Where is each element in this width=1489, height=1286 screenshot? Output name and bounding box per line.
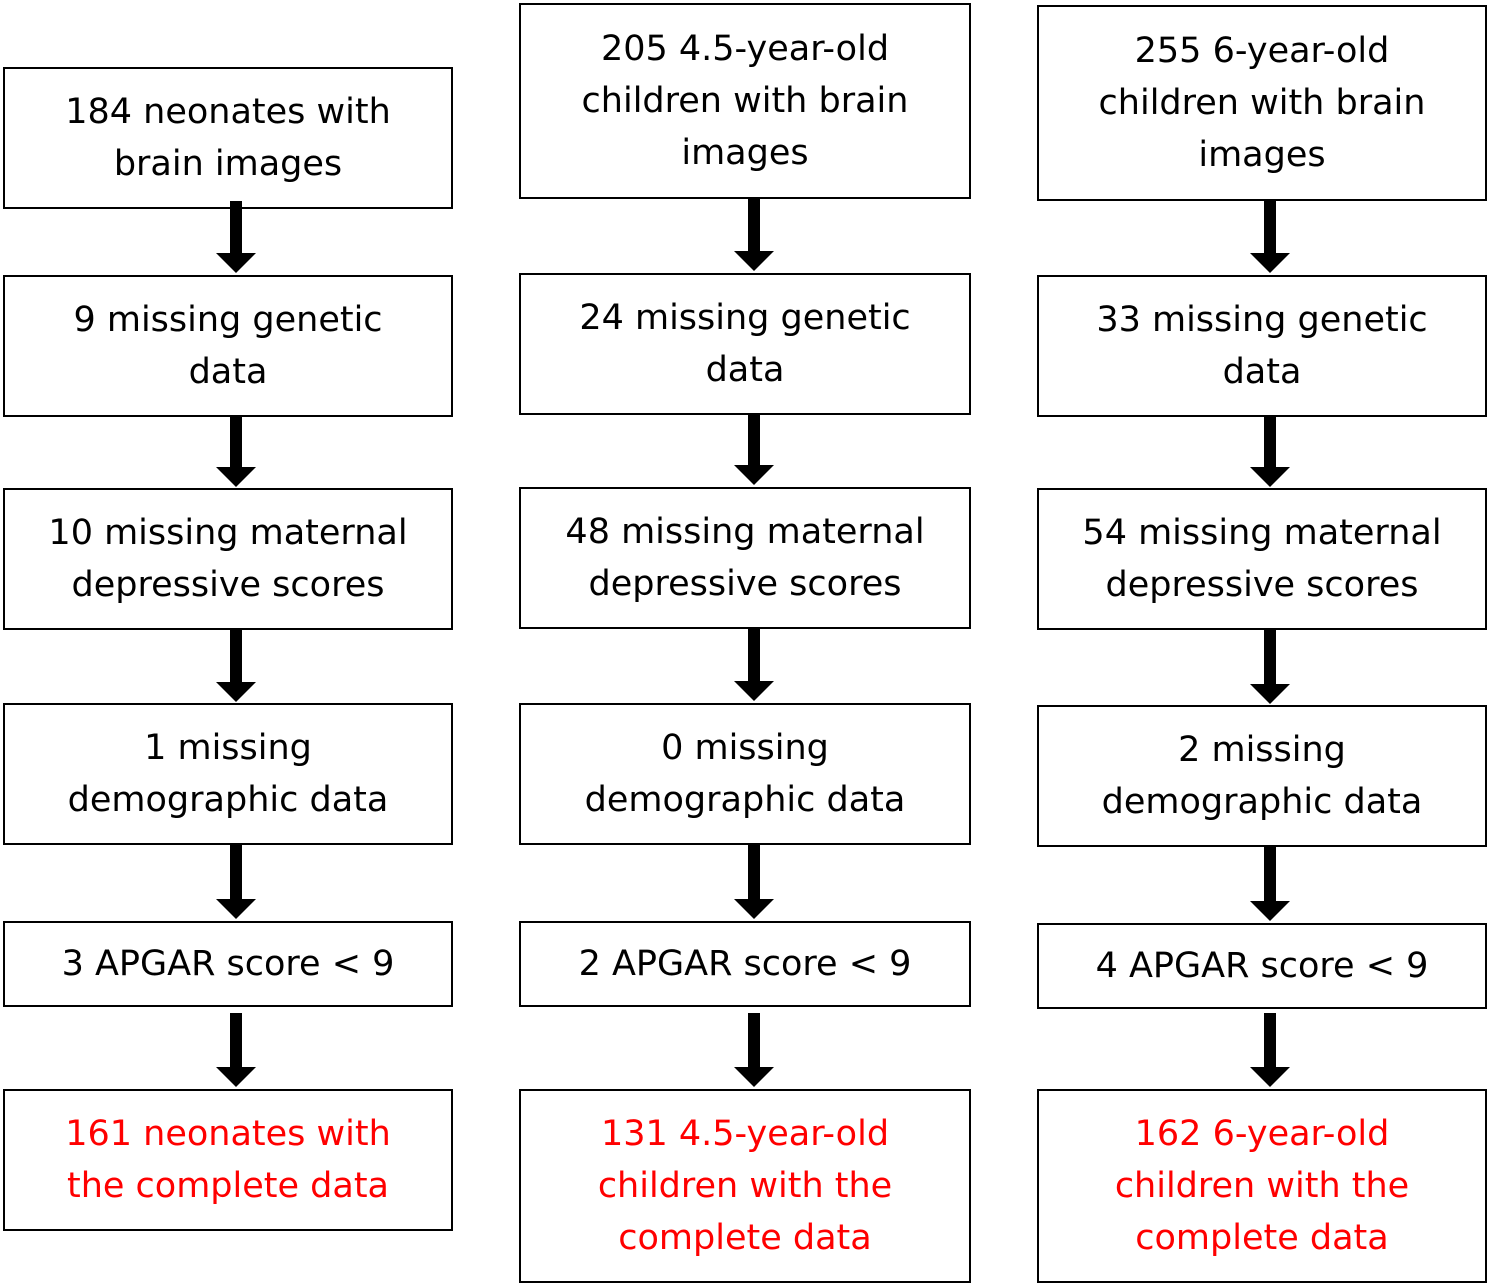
down-arrow-icon bbox=[1250, 417, 1290, 487]
down-arrow-icon bbox=[216, 630, 256, 702]
down-arrow-icon bbox=[734, 629, 774, 701]
col2-apgar-box: 2 APGAR score < 9 bbox=[519, 921, 971, 1007]
down-arrow-icon bbox=[1250, 630, 1290, 704]
down-arrow-icon bbox=[1250, 201, 1290, 273]
col3-demographic-box: 2 missing demographic data bbox=[1037, 705, 1487, 847]
down-arrow-icon bbox=[216, 417, 256, 487]
col1-maternal-box: 10 missing maternal depressive scores bbox=[3, 488, 453, 630]
down-arrow-icon bbox=[734, 845, 774, 919]
col1-final-box: 161 neonates with the complete data bbox=[3, 1089, 453, 1231]
down-arrow-icon bbox=[1250, 1013, 1290, 1087]
col2-genetic-box: 24 missing genetic data bbox=[519, 273, 971, 415]
col2-maternal-box: 48 missing maternal depressive scores bbox=[519, 487, 971, 629]
down-arrow-icon bbox=[216, 201, 256, 273]
col1-demographic-box: 1 missing demographic data bbox=[3, 703, 453, 845]
col3-maternal-box: 54 missing maternal depressive scores bbox=[1037, 488, 1487, 630]
col2-start-box: 205 4.5-year-old children with brain ima… bbox=[519, 3, 971, 199]
col1-genetic-box: 9 missing genetic data bbox=[3, 275, 453, 417]
down-arrow-icon bbox=[734, 1013, 774, 1087]
col3-genetic-box: 33 missing genetic data bbox=[1037, 275, 1487, 417]
col3-start-box: 255 6-year-old children with brain image… bbox=[1037, 5, 1487, 201]
down-arrow-icon bbox=[1250, 847, 1290, 921]
col3-apgar-box: 4 APGAR score < 9 bbox=[1037, 923, 1487, 1009]
col2-final-box: 131 4.5-year-old children with the compl… bbox=[519, 1089, 971, 1283]
down-arrow-icon bbox=[216, 845, 256, 919]
down-arrow-icon bbox=[734, 199, 774, 271]
down-arrow-icon bbox=[216, 1013, 256, 1087]
down-arrow-icon bbox=[734, 415, 774, 485]
col3-final-box: 162 6-year-old children with the complet… bbox=[1037, 1089, 1487, 1283]
col1-apgar-box: 3 APGAR score < 9 bbox=[3, 921, 453, 1007]
col1-start-box: 184 neonates with brain images bbox=[3, 67, 453, 209]
col2-demographic-box: 0 missing demographic data bbox=[519, 703, 971, 845]
